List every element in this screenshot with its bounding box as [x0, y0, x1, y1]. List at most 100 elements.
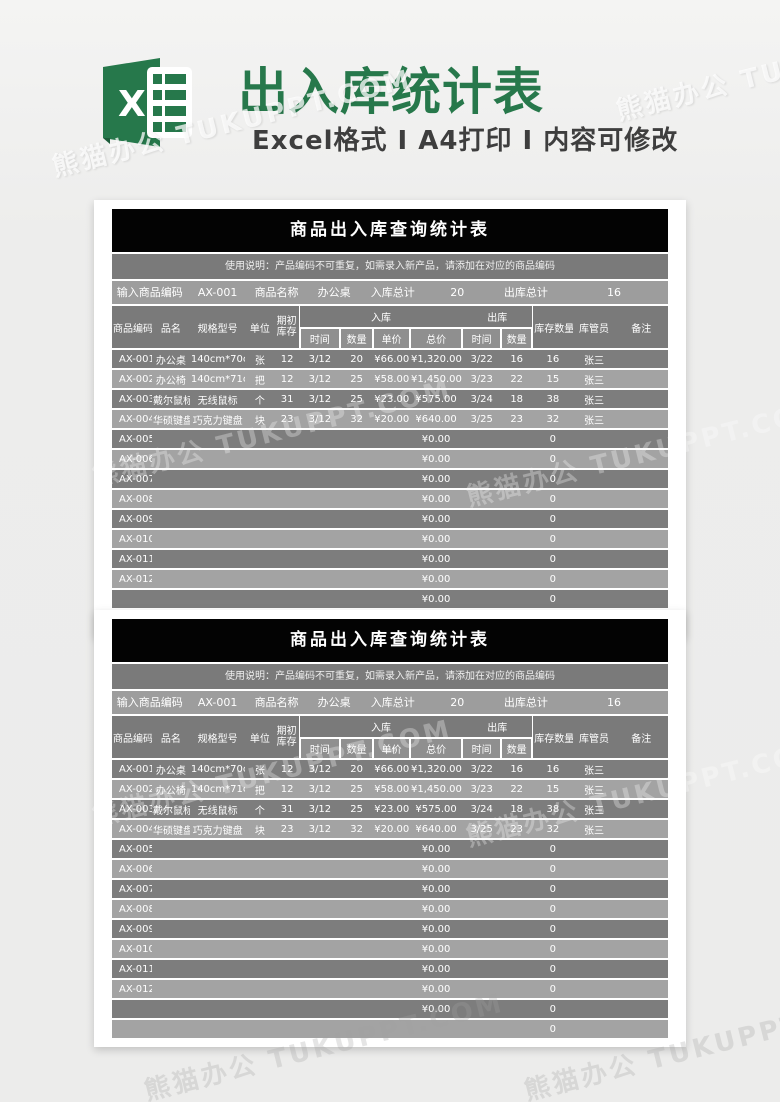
cell-spec — [189, 959, 246, 979]
table-row: AX-010 ¥0.00 0 — [112, 529, 668, 549]
cell-spec: 140cm*71cm — [189, 779, 246, 799]
cell-stock: 0 — [532, 839, 574, 859]
col-header-in-time: 时间 — [298, 327, 340, 349]
table-row: AX-001 办公桌 140cm*70cm 张 12 3/12 20 ¥66.0… — [112, 349, 668, 369]
cell-remark — [614, 859, 668, 879]
cell-out-qty: 23 — [501, 409, 533, 429]
cell-keeper — [573, 879, 615, 899]
table-body: AX-001 办公桌 140cm*70cm 张 12 3/12 20 ¥66.0… — [112, 759, 668, 1038]
cell-spec — [189, 859, 246, 879]
cell-in-total: ¥0.00 — [409, 979, 463, 999]
cell-stock: 0 — [532, 489, 574, 509]
cell-in-time — [299, 509, 340, 529]
cell-initial — [274, 999, 300, 1019]
cell-in-qty — [339, 999, 374, 1019]
cell-stock: 0 — [532, 859, 574, 879]
cell-initial — [274, 899, 300, 919]
cell-in-qty: 20 — [339, 349, 374, 369]
cell-out-qty — [501, 529, 533, 549]
input-label-product-code: 输入商品编码 — [116, 286, 183, 299]
cell-out-qty: 22 — [501, 369, 533, 389]
table-row: ¥0.00 0 — [112, 999, 668, 1019]
cell-name: 戴尔鼠标 — [152, 389, 190, 409]
cell-keeper — [573, 839, 615, 859]
cell-unit — [245, 489, 275, 509]
cell-in-price: ¥20.00 — [373, 819, 410, 839]
cell-initial: 31 — [274, 389, 300, 409]
cell-in-price — [373, 509, 410, 529]
cell-code: AX-002 — [112, 369, 153, 389]
cell-name — [152, 939, 190, 959]
cell-in-price: ¥66.00 — [373, 759, 410, 779]
cell-out-qty: 23 — [501, 819, 533, 839]
table-row: AX-006 ¥0.00 0 — [112, 449, 668, 469]
col-header-in-qty: 数量 — [338, 737, 374, 759]
cell-in-price: ¥58.00 — [373, 779, 410, 799]
cell-keeper: 张三 — [573, 349, 615, 369]
cell-in-qty — [339, 959, 374, 979]
cell-unit: 块 — [245, 409, 275, 429]
cell-keeper: 张三 — [573, 779, 615, 799]
cell-out-time: 3/23 — [462, 369, 502, 389]
cell-in-time — [299, 899, 340, 919]
cell-in-price — [373, 959, 410, 979]
col-header-keeper: 库管员 — [573, 306, 615, 349]
excel-logo-icon: X — [103, 58, 192, 147]
input-value-outbound-total: 16 — [607, 696, 622, 709]
cell-in-qty: 25 — [339, 779, 374, 799]
cell-in-qty — [339, 919, 374, 939]
cell-keeper — [573, 979, 615, 999]
cell-out-time: 3/25 — [462, 819, 502, 839]
cell-unit: 个 — [245, 799, 275, 819]
cell-stock: 15 — [532, 369, 574, 389]
cell-out-time — [462, 919, 502, 939]
cell-unit — [245, 1019, 275, 1038]
cell-stock: 0 — [532, 589, 574, 609]
cell-in-qty — [339, 529, 374, 549]
cell-out-time — [462, 509, 502, 529]
cell-out-qty: 18 — [501, 799, 533, 819]
cell-code: AX-004 — [112, 409, 153, 429]
table-row: AX-003 戴尔鼠标 无线鼠标 个 31 3/12 25 ¥23.00 ¥57… — [112, 799, 668, 819]
cell-out-time — [462, 999, 502, 1019]
input-label-inbound-total: 入库总计 — [370, 696, 415, 709]
header-row-groups: 商品编码 品名 规格型号 单位 期初库存 入库 出库 库存数量 库管员 备注 — [112, 716, 668, 759]
col-header-unit: 单位 — [245, 716, 275, 759]
col-group-outbound: 出库 — [462, 716, 533, 738]
header-row-sub: 时间 数量 单价 总价 时间 数量 — [112, 737, 668, 759]
cell-out-time: 3/24 — [462, 799, 502, 819]
banner-subtitle: Excel格式 I A4打印 I 内容可修改 — [252, 126, 679, 156]
cell-out-qty — [501, 469, 533, 489]
cell-stock: 0 — [532, 449, 574, 469]
cell-in-qty: 32 — [339, 819, 374, 839]
cell-stock: 0 — [532, 549, 574, 569]
cell-initial — [274, 449, 300, 469]
table-row: AX-012 ¥0.00 0 — [112, 569, 668, 589]
cell-in-qty — [339, 879, 374, 899]
table-row: AX-004 华硕键盘 巧克力键盘 块 23 3/12 32 ¥20.00 ¥6… — [112, 409, 668, 429]
cell-code: AX-006 — [112, 859, 153, 879]
cell-initial — [274, 879, 300, 899]
cell-in-qty — [339, 1019, 374, 1038]
cell-name: 办公桌 — [152, 759, 190, 779]
table-row: AX-012 ¥0.00 0 — [112, 979, 668, 999]
input-value-product-name: 办公桌 — [317, 286, 351, 299]
cell-out-qty: 22 — [501, 779, 533, 799]
cell-in-time — [299, 919, 340, 939]
cell-spec — [189, 469, 246, 489]
cell-out-time — [462, 939, 502, 959]
cell-in-time: 3/12 — [299, 389, 340, 409]
cell-out-qty — [501, 549, 533, 569]
cell-stock: 38 — [532, 389, 574, 409]
cell-in-time — [299, 979, 340, 999]
col-header-unit: 单位 — [245, 306, 275, 349]
cell-initial — [274, 979, 300, 999]
col-header-in-qty: 数量 — [338, 327, 374, 349]
table-row: AX-010 ¥0.00 0 — [112, 939, 668, 959]
cell-stock: 0 — [532, 919, 574, 939]
cell-in-qty — [339, 839, 374, 859]
cell-in-total: ¥0.00 — [409, 509, 463, 529]
cell-code: AX-001 — [112, 349, 153, 369]
cell-in-qty — [339, 899, 374, 919]
cell-name — [152, 879, 190, 899]
